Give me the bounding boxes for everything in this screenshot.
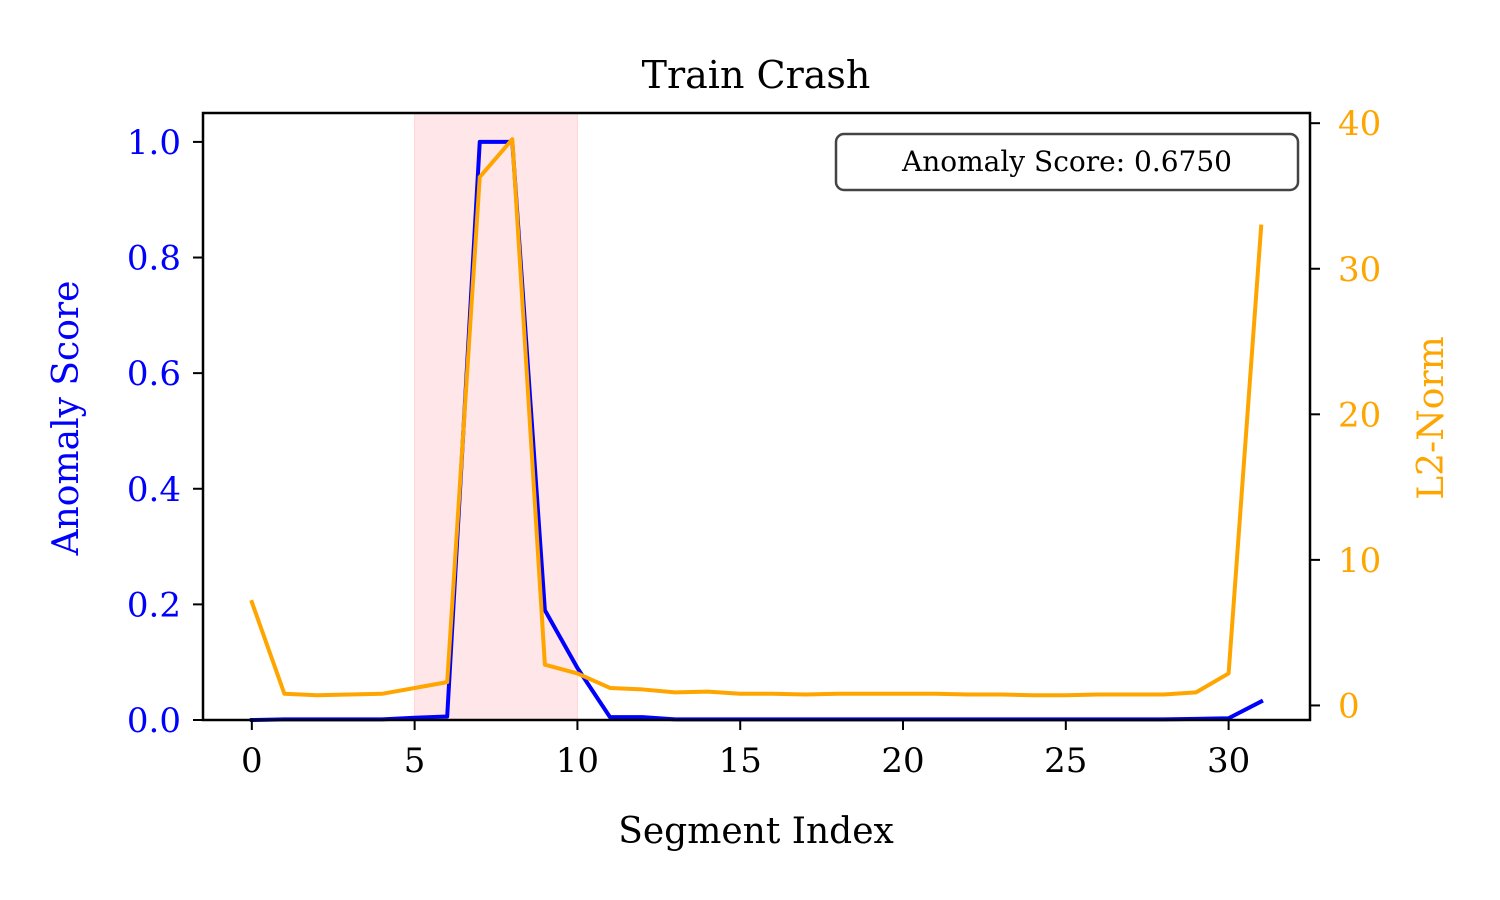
left-y-tick-label: 0.0 xyxy=(127,701,181,741)
l2-norm-line xyxy=(249,137,1264,698)
left-y-tick-label: 1.0 xyxy=(127,123,181,163)
left-y-axis-label: Anomaly Score xyxy=(46,281,87,557)
x-tick-label: 10 xyxy=(556,741,599,781)
x-tick-label: 20 xyxy=(881,741,924,781)
highlight-span-layer xyxy=(414,112,578,721)
x-tick-label: 15 xyxy=(719,741,762,781)
right-y-tick-label: 10 xyxy=(1338,541,1381,581)
left-y-tick-label: 0.8 xyxy=(127,239,181,279)
x-tick-label: 30 xyxy=(1207,741,1250,781)
annotation-box: Anomaly Score: 0.6750 xyxy=(834,132,1300,192)
right-y-tick-label: 0 xyxy=(1338,686,1360,726)
x-axis-label: Segment Index xyxy=(618,811,894,852)
plot-frame xyxy=(201,111,1312,722)
highlight-span xyxy=(414,112,578,721)
x-axis-ticks: 0 5 10 15 20 25 30 xyxy=(241,720,1250,781)
left-y-tick-label: 0.6 xyxy=(127,354,181,394)
annotation-text: Anomaly Score: 0.6750 xyxy=(901,145,1232,178)
x-tick-label: 25 xyxy=(1044,741,1087,781)
x-tick-label: 0 xyxy=(241,741,263,781)
right-y-tick-label: 30 xyxy=(1338,250,1381,290)
right-y-axis-label: L2-Norm xyxy=(1411,336,1452,500)
x-tick-label: 5 xyxy=(404,741,426,781)
right-y-tick-label: 20 xyxy=(1338,395,1381,435)
left-y-tick-label: 0.4 xyxy=(127,470,181,510)
annotation-box-frame xyxy=(834,132,1300,192)
right-y-tick-label: 40 xyxy=(1338,104,1381,144)
left-y-axis-ticks: 0.0 0.2 0.4 0.6 0.8 1.0 xyxy=(127,123,203,741)
chart-title: Train Crash xyxy=(642,53,871,97)
right-y-axis-ticks: 0 10 20 30 40 xyxy=(1310,104,1381,726)
left-y-tick-label: 0.2 xyxy=(127,585,181,625)
